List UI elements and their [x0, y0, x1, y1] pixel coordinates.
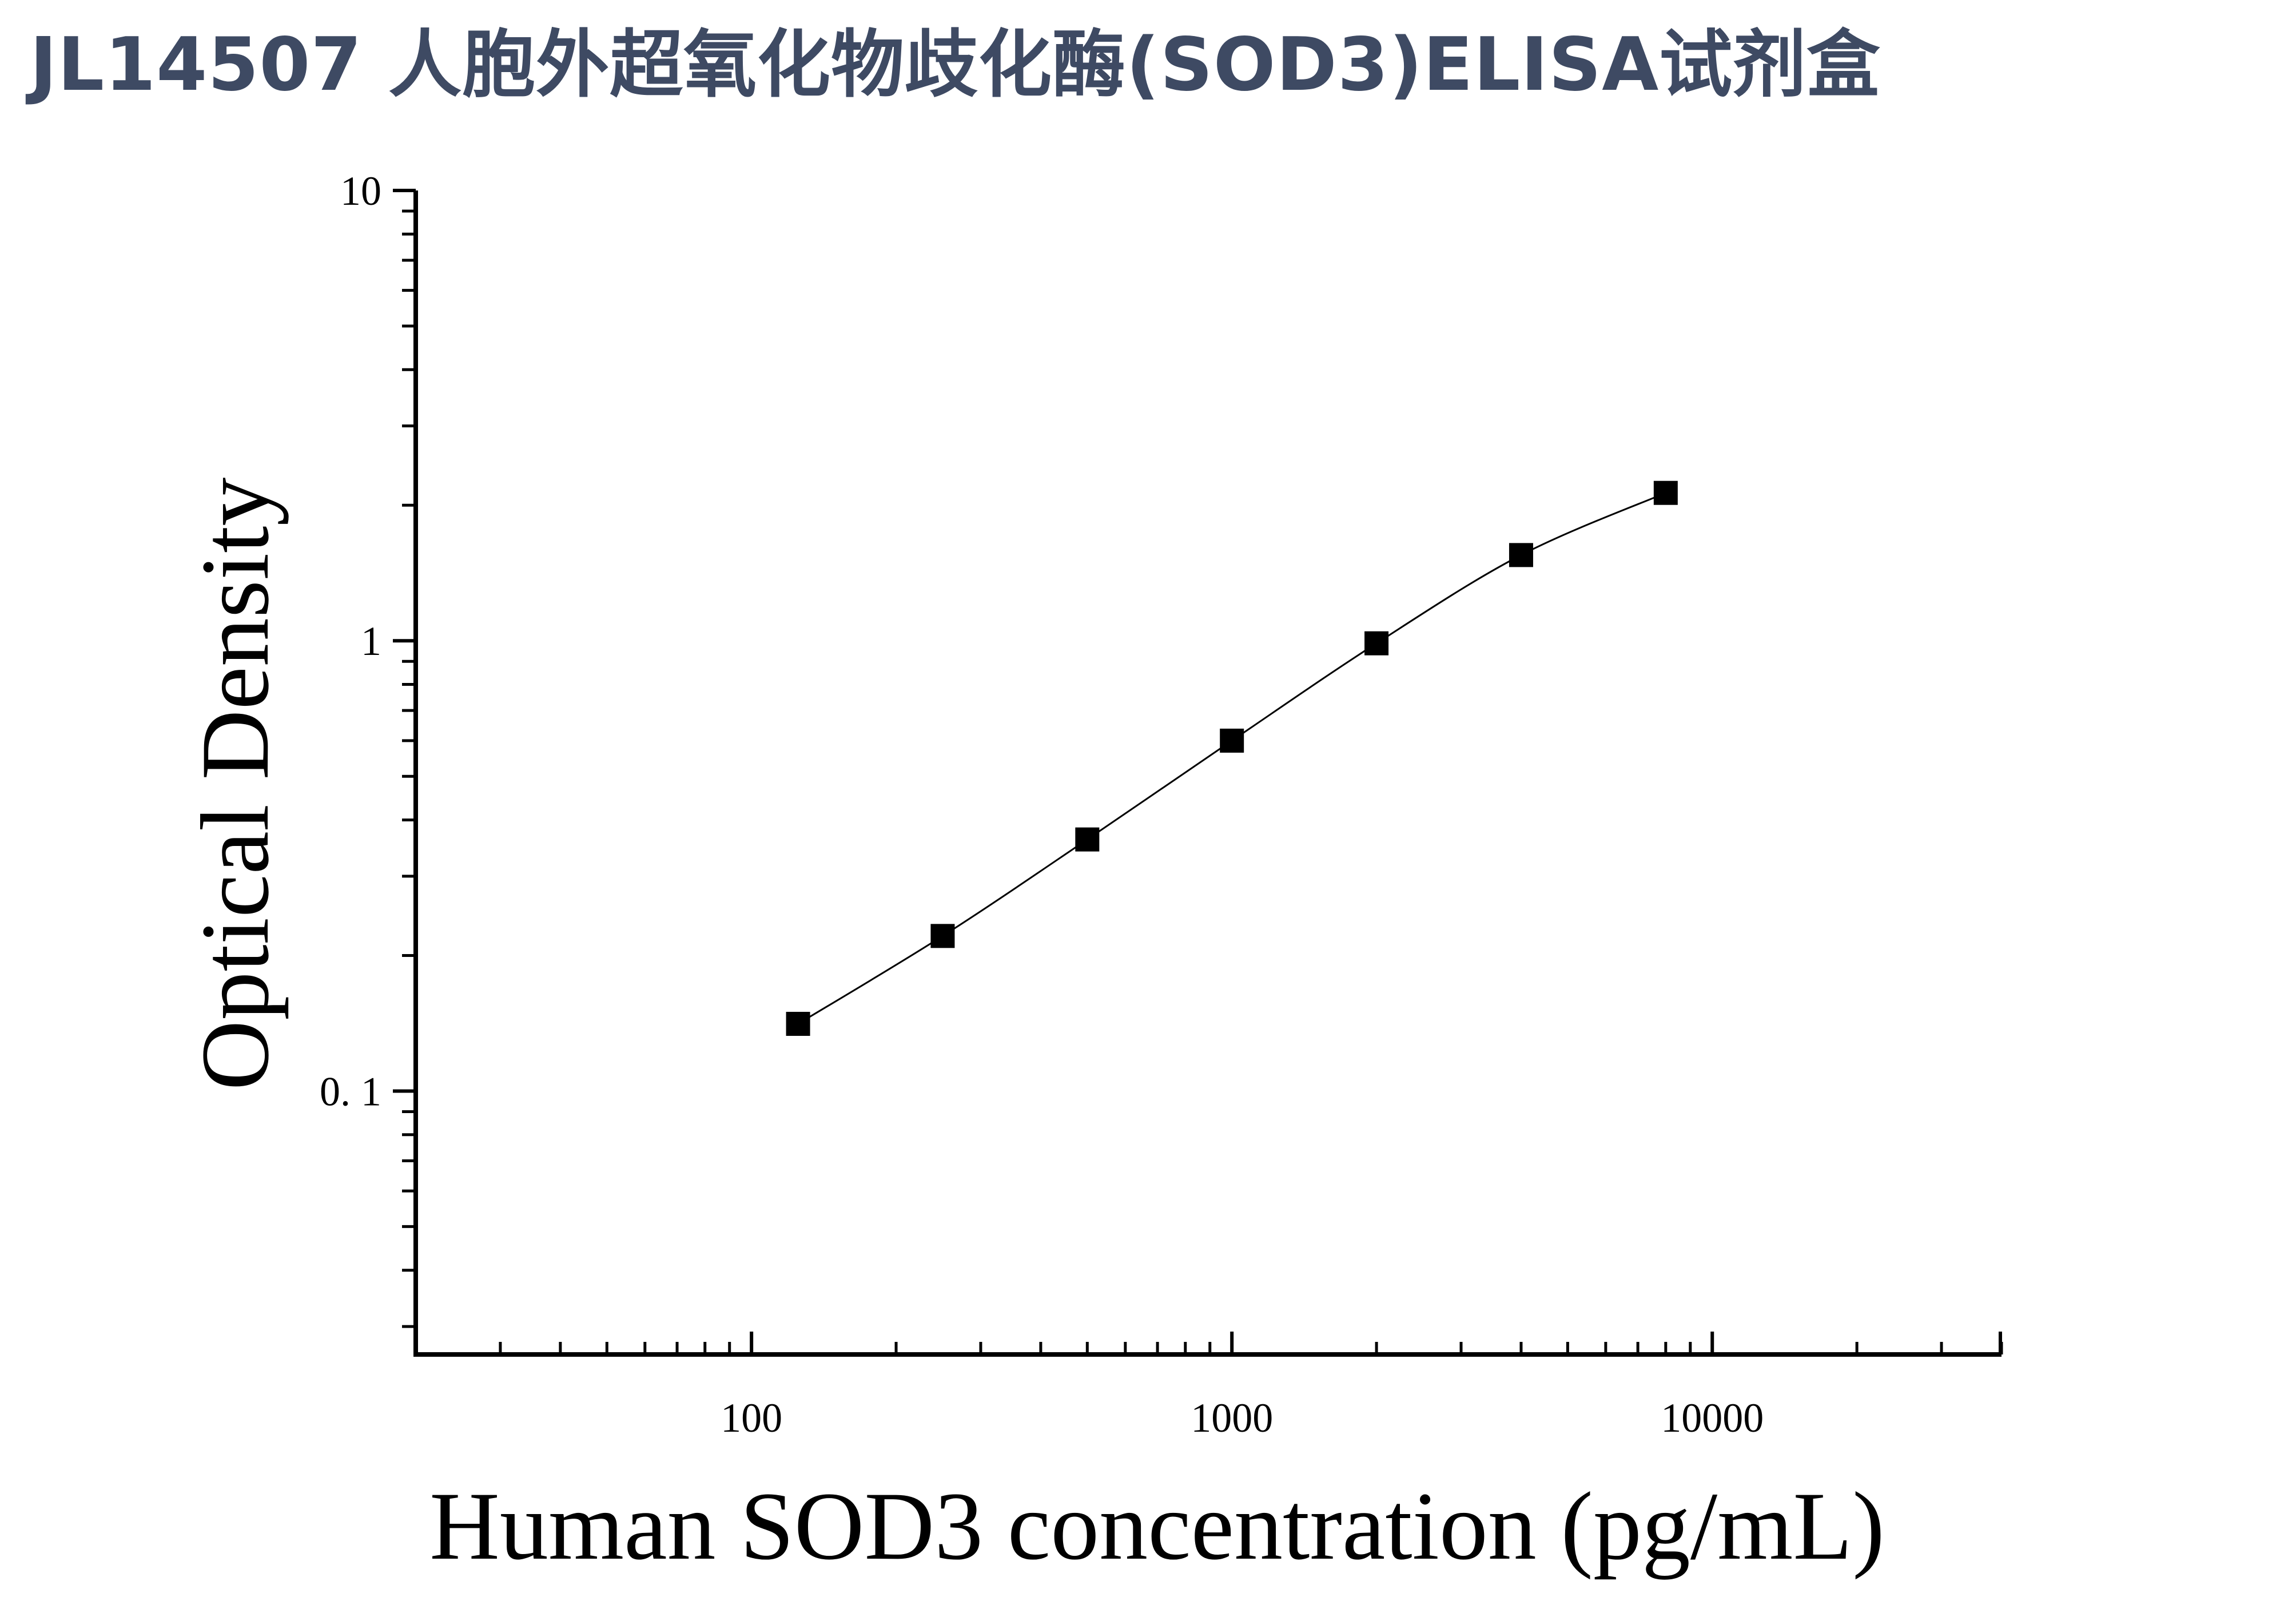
y-tick-label: 0. 1 [320, 1068, 381, 1114]
data-point [1653, 480, 1678, 505]
data-point [930, 924, 955, 948]
page-title: JL14507 人胞外超氧化物歧化酶(SOD3)ELISA试剂盒 [30, 22, 1881, 108]
fit-curve [797, 492, 1666, 1025]
data-points [786, 480, 1678, 1036]
tick-labels: 100 1000 10000 0. 1 1 10 [320, 168, 1764, 1441]
y-axis-title: Optical Density [181, 478, 289, 1091]
data-point [786, 1011, 810, 1036]
data-point [1509, 543, 1533, 567]
y-tick-label: 1 [361, 618, 381, 664]
x-axis-title: Human SOD3 concentration (pg/mL) [429, 1472, 1885, 1580]
data-point [1075, 827, 1100, 852]
data-point [1220, 728, 1244, 753]
x-tick-label: 1000 [1191, 1395, 1273, 1441]
x-tick-label: 10000 [1661, 1395, 1764, 1441]
data-point [1364, 631, 1389, 655]
y-tick-label: 10 [340, 168, 381, 214]
x-tick-label: 100 [721, 1395, 782, 1441]
axes [393, 189, 2003, 1357]
fit-curve-layer [797, 492, 1666, 1025]
